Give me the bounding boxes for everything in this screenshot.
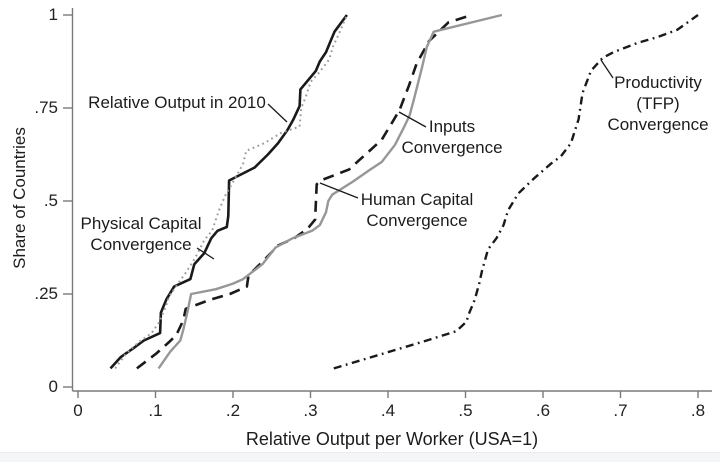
y-tick-label: 0 <box>48 377 58 396</box>
x-tick-label: .8 <box>690 401 706 420</box>
y-tick-label: .75 <box>34 98 58 117</box>
annotation-inputs: Inputs Convergence <box>401 116 502 158</box>
y-tick-label: 1 <box>48 5 58 24</box>
annotation-leader-relative-output-2010 <box>267 103 288 123</box>
x-axis-title: Relative Output per Worker (USA=1) <box>245 429 539 449</box>
annotation-leader-human-capital <box>319 182 359 199</box>
annotation-line: Productivity <box>614 73 702 92</box>
curve-relative-output-in-2010 <box>109 14 348 370</box>
annotation-line: Inputs <box>428 117 476 136</box>
annotation-line: Convergence <box>90 235 192 254</box>
annotation-productivity-tfp: Productivity (TFP) Convergence <box>607 72 708 135</box>
x-tick-label: 0 <box>73 401 83 420</box>
x-tick-label: .5 <box>458 401 473 420</box>
y-tick-label: .5 <box>43 191 58 210</box>
annotation-line: (TFP) <box>636 94 680 113</box>
x-tick-label: .4 <box>380 401 396 420</box>
curve-human-capital-convergence <box>157 13 503 370</box>
annotation-human-capital: Human Capital Convergence <box>361 189 473 231</box>
annotation-line: Convergence <box>401 138 503 157</box>
curve-physical-capital-convergence <box>114 14 348 369</box>
page-bottom-strip <box>0 452 720 462</box>
annotation-line: Convergence <box>366 211 468 230</box>
x-tick-label: .6 <box>535 401 551 420</box>
annotation-leader-inputs <box>398 111 427 128</box>
annotation-line: Relative Output in 2010 <box>88 93 266 112</box>
curve-inputs-convergence <box>136 13 473 370</box>
x-tick-label: .7 <box>613 401 628 420</box>
annotation-line: Convergence <box>607 115 709 134</box>
x-tick-label: .1 <box>148 401 163 420</box>
annotation-line: Physical Capital <box>80 214 202 233</box>
annotation-line: Human Capital <box>360 190 474 209</box>
annotation-physical-capital: Physical Capital Convergence <box>81 213 202 255</box>
annotation-relative-output-2010: Relative Output in 2010 <box>88 92 266 113</box>
y-tick-label: .25 <box>34 284 58 303</box>
annotation-leader-productivity-tfp <box>600 59 614 79</box>
annotation-leader-physical-capital <box>196 247 215 260</box>
x-tick-label: .3 <box>303 401 318 420</box>
curve-productivity-tfp-convergence <box>333 14 699 370</box>
plot-canvas <box>63 8 712 398</box>
x-tick-label: .2 <box>225 401 241 420</box>
